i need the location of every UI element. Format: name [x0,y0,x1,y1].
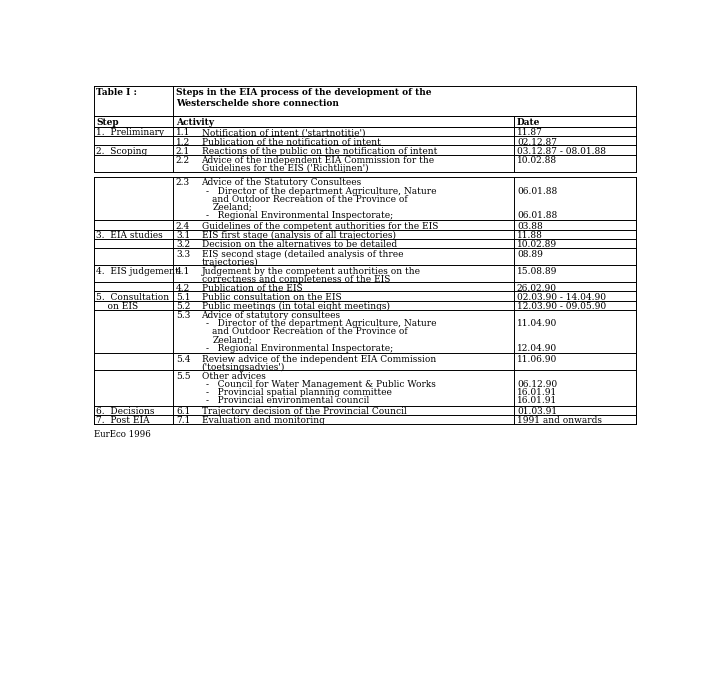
Text: 2.3: 2.3 [176,179,190,188]
Text: 1.  Preliminary: 1. Preliminary [96,128,164,138]
Text: 11.04.90: 11.04.90 [517,320,557,328]
Text: -   Director of the department Agriculture, Nature: - Director of the department Agriculture… [206,186,436,195]
Text: Advice of statutory consultees: Advice of statutory consultees [202,311,341,320]
Text: and Outdoor Recreation of the Province of: and Outdoor Recreation of the Province o… [212,327,408,336]
Text: 03.12.87 - 08.01.88: 03.12.87 - 08.01.88 [517,147,606,156]
Text: Notification of intent ('startnotitie'): Notification of intent ('startnotitie') [202,128,365,138]
Text: -   Council for Water Management & Public Works: - Council for Water Management & Public … [206,380,436,389]
Text: Zeeland;: Zeeland; [212,202,252,211]
Text: Trajectory decision of the Provincial Council: Trajectory decision of the Provincial Co… [202,407,406,416]
Text: EurEco 1996: EurEco 1996 [94,430,150,439]
Text: 11.06.90: 11.06.90 [517,355,557,364]
Text: Guidelines for the EIS ('Richtlijnen'): Guidelines for the EIS ('Richtlijnen') [202,164,368,173]
Text: 7.  Post EIA: 7. Post EIA [96,417,150,425]
Text: Decision on the alternatives to be detailed: Decision on the alternatives to be detai… [202,240,396,249]
Text: 4.  EIS judgement: 4. EIS judgement [96,267,179,276]
Text: Public meetings (in total eight meetings): Public meetings (in total eight meetings… [202,302,389,311]
Text: 3.3: 3.3 [176,250,190,259]
Text: 12.04.90: 12.04.90 [517,343,557,352]
Text: 1991 and onwards: 1991 and onwards [517,417,602,425]
Text: Date: Date [517,118,540,126]
Text: EIS first stage (analysis of all trajectories): EIS first stage (analysis of all traject… [202,231,396,240]
Text: Evaluation and monitoring: Evaluation and monitoring [202,417,324,425]
Text: 1.2: 1.2 [176,138,190,147]
Text: 2.4: 2.4 [176,222,190,231]
Text: 5.4: 5.4 [176,355,190,364]
Text: 6.  Decisions: 6. Decisions [96,407,155,416]
Text: Zeeland;: Zeeland; [212,336,252,345]
Text: 02.12.87: 02.12.87 [517,138,557,147]
Text: 01.03.91: 01.03.91 [517,407,557,416]
Text: 16.01.91: 16.01.91 [517,388,557,397]
Text: Step: Step [96,118,119,126]
Text: 3.  EIA studies: 3. EIA studies [96,231,163,240]
Text: ('toetsingsadvies'): ('toetsingsadvies') [202,363,285,372]
Text: Advice of the independent EIA Commission for the: Advice of the independent EIA Commission… [202,156,435,165]
Text: -   Provincial environmental council: - Provincial environmental council [206,396,369,405]
Text: Judgement by the competent authorities on the: Judgement by the competent authorities o… [202,267,421,276]
Text: 2.2: 2.2 [176,156,190,165]
Text: 15.08.89: 15.08.89 [517,267,558,276]
Text: 26.02.90: 26.02.90 [517,283,557,292]
Text: EIS second stage (detailed analysis of three: EIS second stage (detailed analysis of t… [202,250,403,259]
Text: 4.1: 4.1 [176,267,190,276]
Text: -   Provincial spatial planning committee: - Provincial spatial planning committee [206,388,392,397]
Text: Review advice of the independent EIA Commission: Review advice of the independent EIA Com… [202,355,436,364]
Text: 02.03.90 - 14.04.90: 02.03.90 - 14.04.90 [517,293,606,302]
Text: Reactions of the public on the notification of intent: Reactions of the public on the notificat… [202,147,437,156]
Text: Other advices: Other advices [202,372,265,380]
Text: -   Director of the department Agriculture, Nature: - Director of the department Agriculture… [206,320,436,328]
Text: 16.01.91: 16.01.91 [517,396,557,405]
Text: Advice of the Statutory Consultees: Advice of the Statutory Consultees [202,179,361,188]
Text: Publication of the EIS: Publication of the EIS [202,283,302,292]
Text: 10.02.89: 10.02.89 [517,240,557,249]
Text: 10.02.88: 10.02.88 [517,156,557,165]
Text: Activity: Activity [176,118,214,126]
Text: 3.2: 3.2 [176,240,190,249]
Text: and Outdoor Recreation of the Province of: and Outdoor Recreation of the Province o… [212,195,408,204]
Text: 5.3: 5.3 [176,311,190,320]
Text: 3.1: 3.1 [176,231,190,240]
Text: 4.2: 4.2 [176,283,190,292]
Text: Table I :: Table I : [96,89,137,98]
Text: 5.1: 5.1 [176,293,190,302]
Text: 7.1: 7.1 [176,417,190,425]
Text: Steps in the EIA process of the development of the
Westerschelde shore connectio: Steps in the EIA process of the developm… [176,89,431,107]
Text: 2.1: 2.1 [176,147,190,156]
Text: 1.1: 1.1 [176,128,190,138]
Text: 5.5: 5.5 [176,372,190,380]
Text: 12.03.90 - 09.05.90: 12.03.90 - 09.05.90 [517,302,606,311]
Text: 11.87: 11.87 [517,128,543,138]
Text: 08.89: 08.89 [517,250,543,259]
Text: 06.01.88: 06.01.88 [517,211,557,220]
Text: Publication of the notification of intent: Publication of the notification of inten… [202,138,380,147]
Text: 06.12.90: 06.12.90 [517,380,557,389]
Text: Guidelines of the competent authorities for the EIS: Guidelines of the competent authorities … [202,222,438,231]
Text: 5.  Consultation: 5. Consultation [96,293,169,302]
Text: -   Regional Environmental Inspectorate;: - Regional Environmental Inspectorate; [206,211,394,220]
Text: 11.88: 11.88 [517,231,543,240]
Text: -   Regional Environmental Inspectorate;: - Regional Environmental Inspectorate; [206,343,394,352]
Text: on EIS: on EIS [96,302,138,311]
Text: 06.01.88: 06.01.88 [517,186,557,195]
Text: 6.1: 6.1 [176,407,190,416]
Text: trajectories): trajectories) [202,258,258,267]
Text: 2.  Scoping: 2. Scoping [96,147,148,156]
Text: 5.2: 5.2 [176,302,190,311]
Text: Public consultation on the EIS: Public consultation on the EIS [202,293,341,302]
Text: correctness and completeness of the EIS: correctness and completeness of the EIS [202,275,390,283]
Text: 03.88: 03.88 [517,222,543,231]
